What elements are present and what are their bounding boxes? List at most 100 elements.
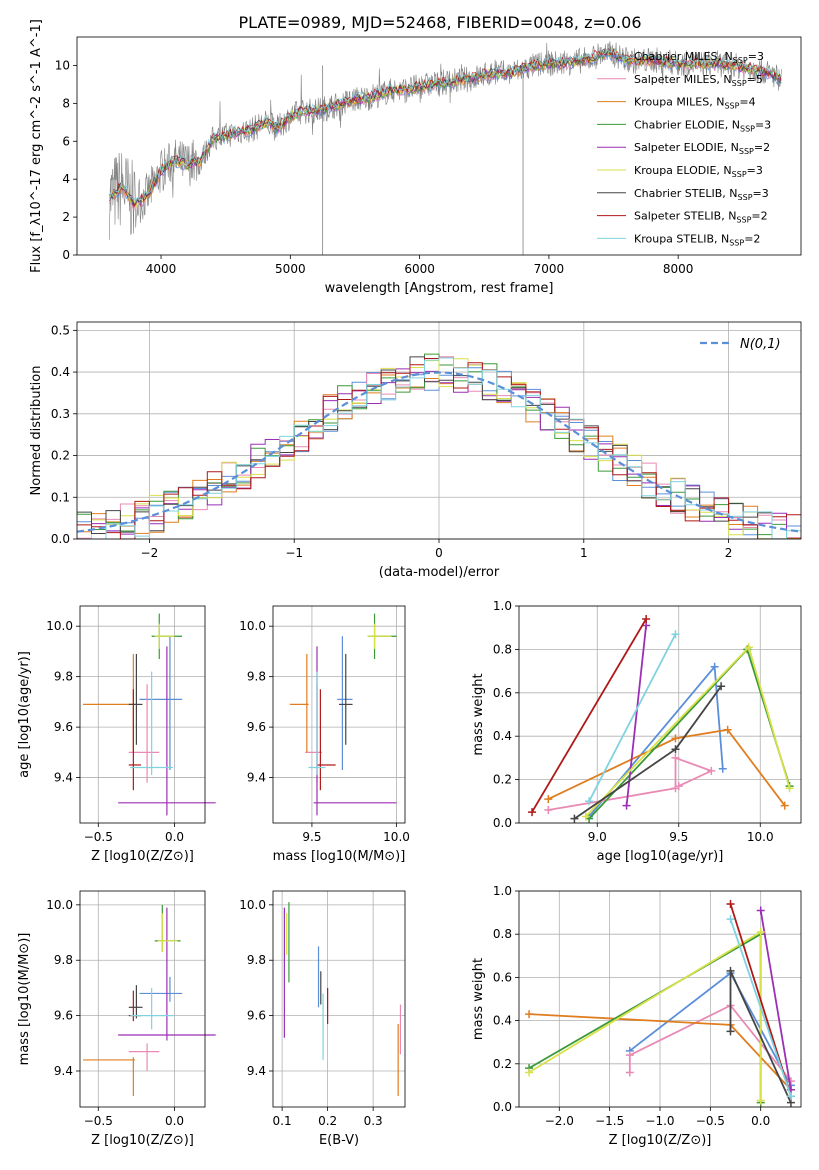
axes-frame xyxy=(272,605,406,824)
x-tick-label: 0.0 xyxy=(165,1114,184,1128)
weight-marker xyxy=(726,915,735,924)
legend-label: Kroupa STELIB, NSSP=2 xyxy=(634,232,760,247)
weight-marker xyxy=(585,797,594,806)
y-tick-label: 0.0 xyxy=(493,816,512,830)
x-tick-label: −1.5 xyxy=(595,1114,624,1128)
y-tick-label: 0.4 xyxy=(493,729,512,743)
weight-line xyxy=(625,625,647,806)
x-axis-label: age [log10(age/yr)] xyxy=(597,849,724,864)
axes-frame xyxy=(76,36,802,256)
legend-label: Chabrier MILES, NSSP=3 xyxy=(634,50,764,65)
x-axis-label: Z [log10(Z/Z⊙)] xyxy=(91,849,194,864)
weight-marker xyxy=(528,808,537,817)
legend-name: Chabrier MILES, N xyxy=(634,50,733,63)
weight-marker xyxy=(622,801,631,810)
weight-vs-age-panel: 9.0 9.5 10.0 0.0 0.2 0.4 0.6 0.8 1.0 age [log10(a… xyxy=(471,599,802,864)
x-axis-label: Z [log10(Z/Z⊙)] xyxy=(91,1133,194,1148)
y-axis-label: mass [log10(M/M⊙)] xyxy=(17,933,32,1066)
legend-count: =3 xyxy=(747,164,763,177)
weight-vs-metallicity-panel: −2.0 −1.5 −1.0 −0.5 0.0 0.0 0.2 0.4 0.6 0.8 1.0 Z [… xyxy=(471,884,802,1148)
y-tick-label: 9.8 xyxy=(54,953,73,967)
weight-marker xyxy=(525,1068,534,1077)
series-histogram xyxy=(77,356,801,539)
axes-frame xyxy=(518,605,802,824)
weight-marker xyxy=(756,906,765,915)
weight-marker xyxy=(718,764,727,773)
x-tick-label: 0.1 xyxy=(273,1114,292,1128)
x-tick-label: 0.2 xyxy=(318,1114,337,1128)
legend-count: =5 xyxy=(747,73,763,86)
y-tick-label: 0.4 xyxy=(51,365,70,379)
x-tick-label: 7000 xyxy=(534,262,565,276)
x-tick-label: 9.5 xyxy=(302,830,321,844)
weight-marker xyxy=(671,753,680,762)
x-tick-label: 1 xyxy=(580,546,588,560)
y-tick-label: 10.0 xyxy=(46,898,73,912)
weight-marker xyxy=(780,801,789,810)
observed-spectrum-line xyxy=(109,41,782,240)
y-tick-label: 0.2 xyxy=(493,773,512,787)
legend-subscript: SSP xyxy=(738,193,753,202)
x-axis-label: E(B-V) xyxy=(319,1133,359,1148)
y-tick-label: 0.6 xyxy=(493,970,512,984)
legend-name: Salpeter MILES, N xyxy=(634,73,732,86)
age-vs-metallicity-panel: −0.5 0.0 9.4 9.6 9.8 10.0 Z [log10(Z/Z⊙)] age [… xyxy=(17,605,216,864)
legend-subscript: SSP xyxy=(729,238,744,247)
y-tick-label: 9.8 xyxy=(247,953,266,967)
y-tick-label: 0.0 xyxy=(493,1100,512,1114)
weight-marker xyxy=(671,630,680,639)
weight-line xyxy=(547,728,786,807)
weight-marker xyxy=(707,766,716,775)
y-tick-label: 9.4 xyxy=(247,1064,266,1078)
y-tick-label: 9.6 xyxy=(54,720,73,734)
weight-marker xyxy=(723,725,732,734)
histogram-legend: N(0,1) xyxy=(700,337,781,352)
legend-label: Salpeter STELIB, NSSP=2 xyxy=(634,210,768,225)
spectrum-plot-area xyxy=(108,41,782,255)
legend-count: =2 xyxy=(751,210,767,223)
y-tick-label: 0.2 xyxy=(51,449,70,463)
legend-name: Kroupa STELIB, N xyxy=(634,232,729,245)
legend-name: Chabrier ELODIE, N xyxy=(634,118,740,131)
y-tick-label: 9.4 xyxy=(54,771,73,785)
y-tick-label: 9.6 xyxy=(54,1009,73,1023)
y-axis-label: Flux [f_λ10^-17 erg cm^-2 s^-1 A^-1] xyxy=(29,19,44,273)
spectrum-panel: 4000 5000 6000 7000 8000 0 2 4 6 8 10 wavelength [A… xyxy=(29,19,802,296)
x-tick-label: −0.5 xyxy=(84,1114,113,1128)
y-tick-label: 4 xyxy=(62,172,70,186)
mass-vs-metallicity-panel: −0.5 0.0 9.4 9.6 9.8 10.0 Z [log10(Z/Z⊙)] mass … xyxy=(17,890,216,1148)
y-tick-label: 0.8 xyxy=(493,642,512,656)
y-tick-label: 0.0 xyxy=(51,532,70,546)
x-tick-label: −0.5 xyxy=(84,830,113,844)
y-tick-label: 0.2 xyxy=(493,1057,512,1071)
axes-frame xyxy=(79,605,206,824)
weight-marker xyxy=(756,1096,765,1105)
weight-marker xyxy=(544,805,553,814)
mass-vs-ebv-panel: 0.1 0.2 0.3 9.4 9.6 9.8 10.0 E(B-V) xyxy=(239,890,406,1148)
legend-label: N(0,1) xyxy=(740,337,781,352)
legend-count: =3 xyxy=(748,50,764,63)
x-tick-label: 0.0 xyxy=(751,1114,770,1128)
y-tick-label: 9.4 xyxy=(54,1064,73,1078)
weight-marker xyxy=(710,662,719,671)
x-tick-label: −1 xyxy=(285,546,303,560)
y-axis-label: age [log10(age/yr)] xyxy=(17,651,32,778)
y-tick-label: 0.4 xyxy=(493,1014,512,1028)
x-tick-label: 8000 xyxy=(663,262,694,276)
x-tick-label: 5000 xyxy=(275,262,306,276)
legend-label: Chabrier STELIB, NSSP=3 xyxy=(634,187,769,202)
legend-count: =4 xyxy=(739,96,755,109)
x-tick-label: 4000 xyxy=(146,262,177,276)
legend-subscript: SSP xyxy=(740,124,755,133)
legend-name: Kroupa MILES, N xyxy=(634,96,724,109)
weight-marker xyxy=(671,745,680,754)
x-axis-label: (data-model)/error xyxy=(379,565,500,580)
axes-frame xyxy=(518,890,802,1108)
weight-marker xyxy=(786,1077,795,1086)
weight-line xyxy=(588,633,677,802)
residual-histogram-panel: −2 −1 0 1 2 0.0 0.1 0.2 0.3 0.4 0.5 (data-model)/er… xyxy=(29,321,802,580)
y-tick-label: 9.6 xyxy=(247,720,266,734)
y-tick-label: 1.0 xyxy=(493,599,512,613)
